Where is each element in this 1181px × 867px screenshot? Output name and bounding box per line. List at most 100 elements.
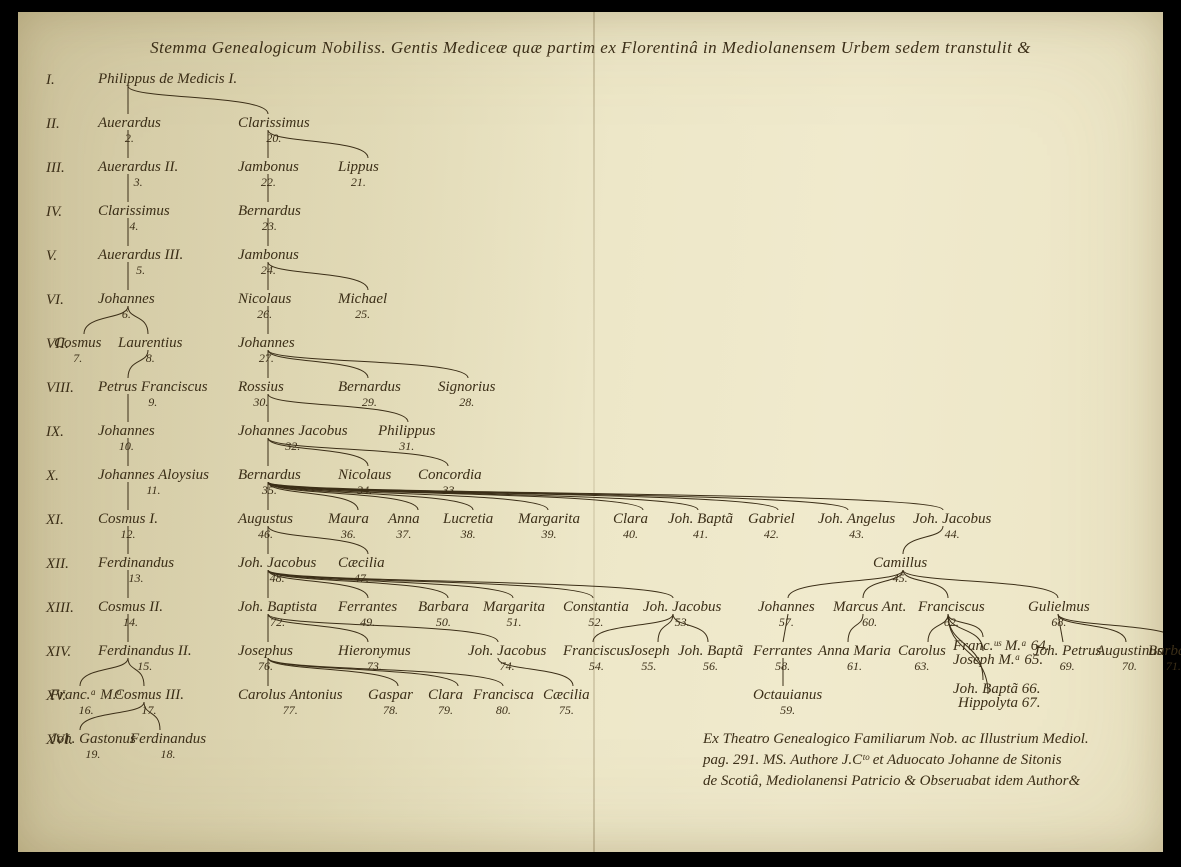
person-node: Ferrantes49. <box>338 600 397 628</box>
person-node: Clara79. <box>428 688 463 716</box>
person-index: 50. <box>418 616 469 628</box>
person-index: 51. <box>483 616 545 628</box>
person-node: Joh. Jacobus74. <box>468 644 546 672</box>
person-index: 68. <box>1028 616 1090 628</box>
person-node: Gulielmus68. <box>1028 600 1090 628</box>
generation-numeral: XII. <box>46 556 69 573</box>
person-node: Joh. Petrus69. <box>1033 644 1101 672</box>
person-node: Joh. Baptista72. <box>238 600 317 628</box>
person-index: 47. <box>338 572 385 584</box>
person-node: Franciscus62. <box>918 600 985 628</box>
person-node: Joh. Baptã41. <box>668 512 733 540</box>
person-index: 17. <box>114 704 184 716</box>
person-node: Margarita51. <box>483 600 545 628</box>
person-index: 49. <box>338 616 397 628</box>
source-footnote: Ex Theatro Genealogico Familiarum Nob. a… <box>703 729 1123 792</box>
person-index: 48. <box>238 572 316 584</box>
person-node: Michael25. <box>338 292 387 320</box>
generation-numeral: V. <box>46 248 57 265</box>
person-node: Marcus Ant.60. <box>833 600 906 628</box>
person-node: Auerardus II.3. <box>98 160 178 188</box>
person-index: 3. <box>98 176 178 188</box>
person-index: 63. <box>898 660 946 672</box>
person-index: 30. <box>238 396 284 408</box>
person-node: Joh. Angelus43. <box>818 512 895 540</box>
person-index: 53. <box>643 616 721 628</box>
person-node: Maura36. <box>328 512 369 540</box>
person-index: 11. <box>98 484 209 496</box>
person-index: 46. <box>238 528 293 540</box>
person-index: 45. <box>873 572 927 584</box>
person-index: 56. <box>678 660 743 672</box>
person-node: Joseph55. <box>628 644 670 672</box>
generation-numeral: VIII. <box>46 380 74 397</box>
person-index: 32. <box>238 440 348 452</box>
person-index: 71. <box>1148 660 1181 672</box>
person-index: 25. <box>338 308 387 320</box>
person-index: 69. <box>1033 660 1101 672</box>
person-index: 27. <box>238 352 295 364</box>
person-node: Constantia52. <box>563 600 629 628</box>
person-node: Philippus de Medicis I. <box>98 72 237 87</box>
person-node: Cosmus III.17. <box>114 688 184 716</box>
footnote-line: Ex Theatro Genealogico Familiarum Nob. a… <box>703 729 1123 750</box>
person-node: Octauianus59. <box>753 688 822 716</box>
person-index: 10. <box>98 440 155 452</box>
generation-numeral: III. <box>46 160 65 177</box>
person-index: 12. <box>98 528 158 540</box>
person-index: 60. <box>833 616 906 628</box>
person-node: Lippus21. <box>338 160 379 188</box>
generation-numeral: I. <box>46 72 55 89</box>
person-node: Cosmus I.12. <box>98 512 158 540</box>
person-index: 62. <box>918 616 985 628</box>
parchment-sheet: Stemma Genealogicum Nobiliss. Gentis Med… <box>18 12 1163 852</box>
person-index: 6. <box>98 308 155 320</box>
person-node: Ferrantes58. <box>753 644 812 672</box>
person-index: 31. <box>378 440 436 452</box>
person-node: Augustus46. <box>238 512 293 540</box>
person-node: Ferdinandus13. <box>98 556 174 584</box>
person-index: 7. <box>54 352 102 364</box>
person-node: Hieronymus73. <box>338 644 411 672</box>
person-node: Gaspar78. <box>368 688 413 716</box>
person-index: 14. <box>98 616 163 628</box>
person-index: 9. <box>98 396 208 408</box>
person-node: Franciscus54. <box>563 644 630 672</box>
person-node: Ferdinandus18. <box>130 732 206 760</box>
person-node: Petrus Franciscus9. <box>98 380 208 408</box>
person-node: Nicolaus26. <box>238 292 291 320</box>
person-node: Camillus45. <box>873 556 927 584</box>
person-index: 38. <box>443 528 493 540</box>
person-index: 78. <box>368 704 413 716</box>
person-index: 22. <box>238 176 299 188</box>
person-index: 26. <box>238 308 291 320</box>
person-node: Cosmus II.14. <box>98 600 163 628</box>
person-node: Cæcilia47. <box>338 556 385 584</box>
person-node: Auerardus2. <box>98 116 161 144</box>
person-node: Johannes6. <box>98 292 155 320</box>
person-node: Joseph M.ᵃ 65. <box>953 653 1043 668</box>
person-node: Bernardus23. <box>238 204 301 232</box>
person-index: 54. <box>563 660 630 672</box>
person-node: Franc.ᵃ M.ᵃ16. <box>50 688 122 716</box>
person-node: Anna Maria61. <box>818 644 891 672</box>
person-node: Bernardus29. <box>338 380 401 408</box>
person-index: 80. <box>473 704 534 716</box>
footnote-line: de Scotiâ, Mediolanensi Patricio & Obser… <box>703 771 1123 792</box>
person-index: 24. <box>238 264 299 276</box>
person-index: 43. <box>818 528 895 540</box>
person-index: 52. <box>563 616 629 628</box>
person-index: 29. <box>338 396 401 408</box>
person-index: 23. <box>238 220 301 232</box>
person-index: 34. <box>338 484 391 496</box>
person-index: 77. <box>238 704 343 716</box>
person-node: Jambonus24. <box>238 248 299 276</box>
person-index: 40. <box>613 528 648 540</box>
generation-numeral: VI. <box>46 292 64 309</box>
person-node: Joh. Jacobus53. <box>643 600 721 628</box>
person-node: Joh. Gastonus19. <box>50 732 136 760</box>
person-node: Anna37. <box>388 512 420 540</box>
generation-numeral: IX. <box>46 424 64 441</box>
person-node: Carolus Antonius77. <box>238 688 343 716</box>
person-node: Gabriel42. <box>748 512 795 540</box>
